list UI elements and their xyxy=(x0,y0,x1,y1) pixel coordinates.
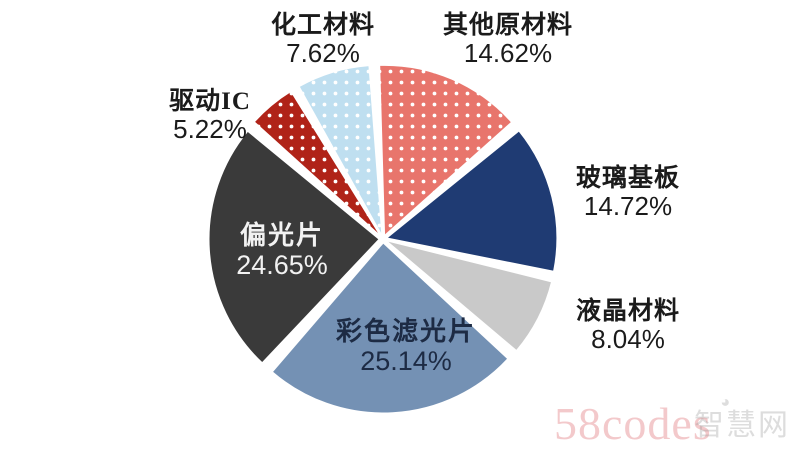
pie-label-category: 化工材料 xyxy=(270,12,375,39)
pie-label-category: 驱动IC xyxy=(169,88,251,115)
pie-label-偏光片: 偏光片 24.65% xyxy=(212,221,352,280)
pie-slice-液晶材料[interactable] xyxy=(386,240,553,352)
pie-label-其他原材料: 其他原材料 14.62% xyxy=(420,12,596,67)
pie-slice-玻璃基板[interactable] xyxy=(385,130,558,272)
pie-label-value: 14.72% xyxy=(583,191,673,221)
pie-label-value: 24.65% xyxy=(236,249,328,280)
pie-label-category: 液晶材料 xyxy=(575,298,680,325)
pie-label-驱动IC: 驱动IC 5.22% xyxy=(145,88,275,143)
pie-label-category: 玻璃基板 xyxy=(575,165,680,192)
pie-label-彩色滤光片: 彩色滤光片 25.14% xyxy=(316,317,496,376)
pie-slice-化工材料[interactable] xyxy=(298,65,383,236)
pie-slice-彩色滤光片[interactable] xyxy=(271,242,509,414)
pie-label-value: 5.22% xyxy=(173,114,247,144)
pie-slice-驱动IC[interactable] xyxy=(253,90,381,237)
pie-label-category: 彩色滤光片 xyxy=(335,317,476,346)
pie-label-value: 8.04% xyxy=(591,324,665,354)
pie-slice-其他原材料[interactable] xyxy=(379,64,513,237)
pie-slice-偏光片[interactable] xyxy=(208,130,380,364)
pie-label-value: 7.62% xyxy=(286,38,360,68)
pie-label-category: 偏光片 xyxy=(239,221,324,250)
pie-label-液晶材料: 液晶材料 8.04% xyxy=(548,298,708,353)
pie-label-玻璃基板: 玻璃基板 14.72% xyxy=(548,165,708,220)
pie-label-value: 25.14% xyxy=(360,345,452,376)
pie-label-value: 14.62% xyxy=(463,38,553,68)
pie-slices xyxy=(208,64,558,414)
pie-label-category: 其他原材料 xyxy=(442,12,573,39)
pie-label-化工材料: 化工材料 7.62% xyxy=(248,12,398,67)
